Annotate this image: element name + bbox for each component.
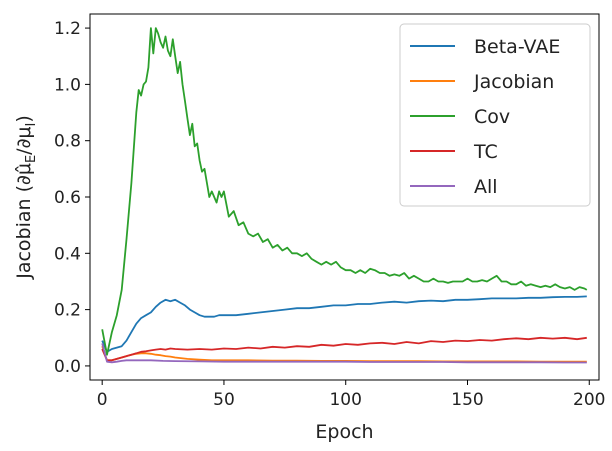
plot-area bbox=[101, 27, 588, 364]
y-tick-label: 0.6 bbox=[54, 188, 81, 208]
series-line-all bbox=[101, 343, 587, 364]
legend-label-tc: TC bbox=[473, 141, 498, 163]
y-tick-label: 1.2 bbox=[54, 19, 81, 39]
y-axis: 0.0 0.2 0.4 0.6 0.8 1.0 1.2 bbox=[54, 19, 90, 377]
y-tick-label: 1.0 bbox=[54, 75, 81, 95]
y-axis-label: Jacobian (∂μ̂E/∂μI) bbox=[13, 115, 39, 280]
legend-box bbox=[399, 23, 591, 207]
legend: Beta-VAE Jacobian Cov TC All bbox=[399, 23, 591, 207]
legend-label-all: All bbox=[474, 176, 498, 198]
x-axis-label: Epoch bbox=[315, 421, 373, 443]
y-tick-label: 0.0 bbox=[54, 357, 81, 377]
legend-label-jacobian: Jacobian bbox=[473, 71, 554, 93]
x-tick-label: 0 bbox=[97, 390, 108, 410]
x-tick-label: 100 bbox=[329, 390, 361, 410]
legend-label-cov: Cov bbox=[474, 106, 510, 128]
y-tick-label: 0.4 bbox=[54, 244, 81, 264]
x-tick-label: 50 bbox=[213, 390, 235, 410]
series-line-beta-vae bbox=[101, 295, 587, 353]
series-line-tc bbox=[101, 336, 587, 362]
series-line-cov bbox=[101, 27, 588, 356]
y-tick-label: 0.8 bbox=[54, 132, 81, 152]
x-axis: 0 50 100 150 200 bbox=[97, 380, 605, 410]
y-tick-label: 0.2 bbox=[54, 301, 81, 321]
legend-label-beta-vae: Beta-VAE bbox=[474, 36, 560, 58]
x-tick-label: 200 bbox=[573, 390, 605, 410]
x-tick-label: 150 bbox=[451, 390, 483, 410]
